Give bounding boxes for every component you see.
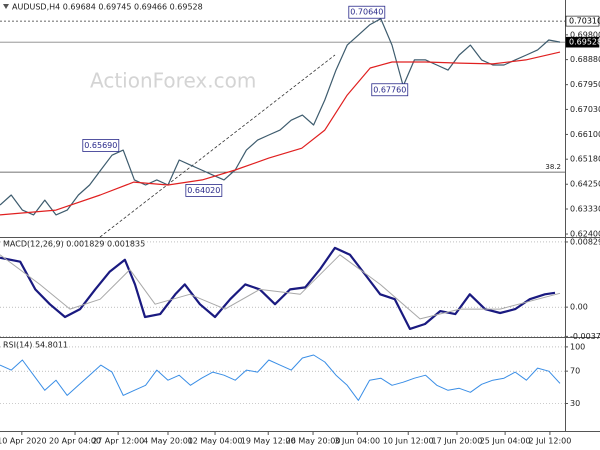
series-line: [0, 18, 561, 216]
annotation-box: [348, 5, 386, 19]
x-tick-label: 12 May 04:00: [188, 437, 243, 446]
price-tag-label: 0.70310: [569, 17, 600, 26]
x-tick-label: 26 May 20:00: [286, 437, 341, 446]
annotation-label: 0.70640: [350, 8, 383, 17]
price-tag: [565, 36, 600, 48]
annotation-box: [82, 139, 120, 152]
symbol-icon: [3, 4, 9, 9]
annotation-label: 0.64020: [187, 186, 220, 195]
y-tick-label: 0.008296: [570, 237, 600, 246]
y-tick-label: 0.67950: [570, 80, 600, 89]
annotation-label: 0.65690: [84, 141, 117, 150]
chart-title: AUDUSD,H4 0.69684 0.69745 0.69466 0.6952…: [12, 3, 203, 12]
annotation-label: 0.67760: [373, 85, 406, 94]
y-tick-label: 0.00: [570, 303, 588, 312]
series-line: [0, 246, 556, 330]
x-tick-label: 3 Jun 04:00: [334, 437, 380, 446]
rsi-title: RSI(14) 54.8011: [3, 341, 68, 350]
y-tick-label: 0.63330: [570, 205, 600, 214]
y-tick-label: 0.67030: [570, 105, 600, 114]
annotation-box: [371, 83, 409, 97]
x-tick-label: 10 Jun 12:00: [383, 437, 434, 446]
series-line: [0, 254, 561, 320]
x-tick-label: 19 May 12:00: [241, 437, 296, 446]
y-tick-label: 0.68880: [570, 55, 600, 64]
y-tick-label: 0.65180: [570, 155, 600, 164]
y-tick-label: 0.62400: [570, 230, 600, 239]
y-tick-label: 100: [570, 342, 585, 351]
y-tick-label: 0.69800: [570, 30, 600, 39]
x-tick-label: 27 Apr 12:00: [92, 437, 144, 446]
annotation-box: [185, 184, 223, 197]
series-line: [0, 354, 561, 401]
trend-line: [99, 54, 336, 238]
price-tag-label: 0.69528: [569, 38, 600, 47]
y-tick-label: 0.64250: [570, 180, 600, 189]
watermark: ActionForex.com: [90, 69, 256, 93]
x-tick-label: 2 Jul 12:00: [528, 437, 571, 446]
y-tick-label: 30: [570, 399, 580, 408]
y-tick-label: 0.66100: [570, 130, 600, 139]
price-tag: [565, 15, 600, 27]
y-tick-label: 70: [570, 367, 580, 376]
y-tick-label: -0.003725: [570, 332, 600, 341]
x-tick-label: 20 Apr 04:00: [49, 437, 101, 446]
x-tick-label: 4 May 20:00: [143, 437, 193, 446]
x-tick-label: 10 Apr 2020: [0, 437, 47, 446]
x-tick-label: 25 Jun 04:00: [480, 437, 531, 446]
fib-label: 38.2: [545, 163, 561, 171]
x-tick-label: 17 Jun 20:00: [432, 437, 483, 446]
series-line: [0, 51, 561, 216]
macd-title: MACD(12,26,9) 0.001829 0.001835: [3, 240, 145, 249]
